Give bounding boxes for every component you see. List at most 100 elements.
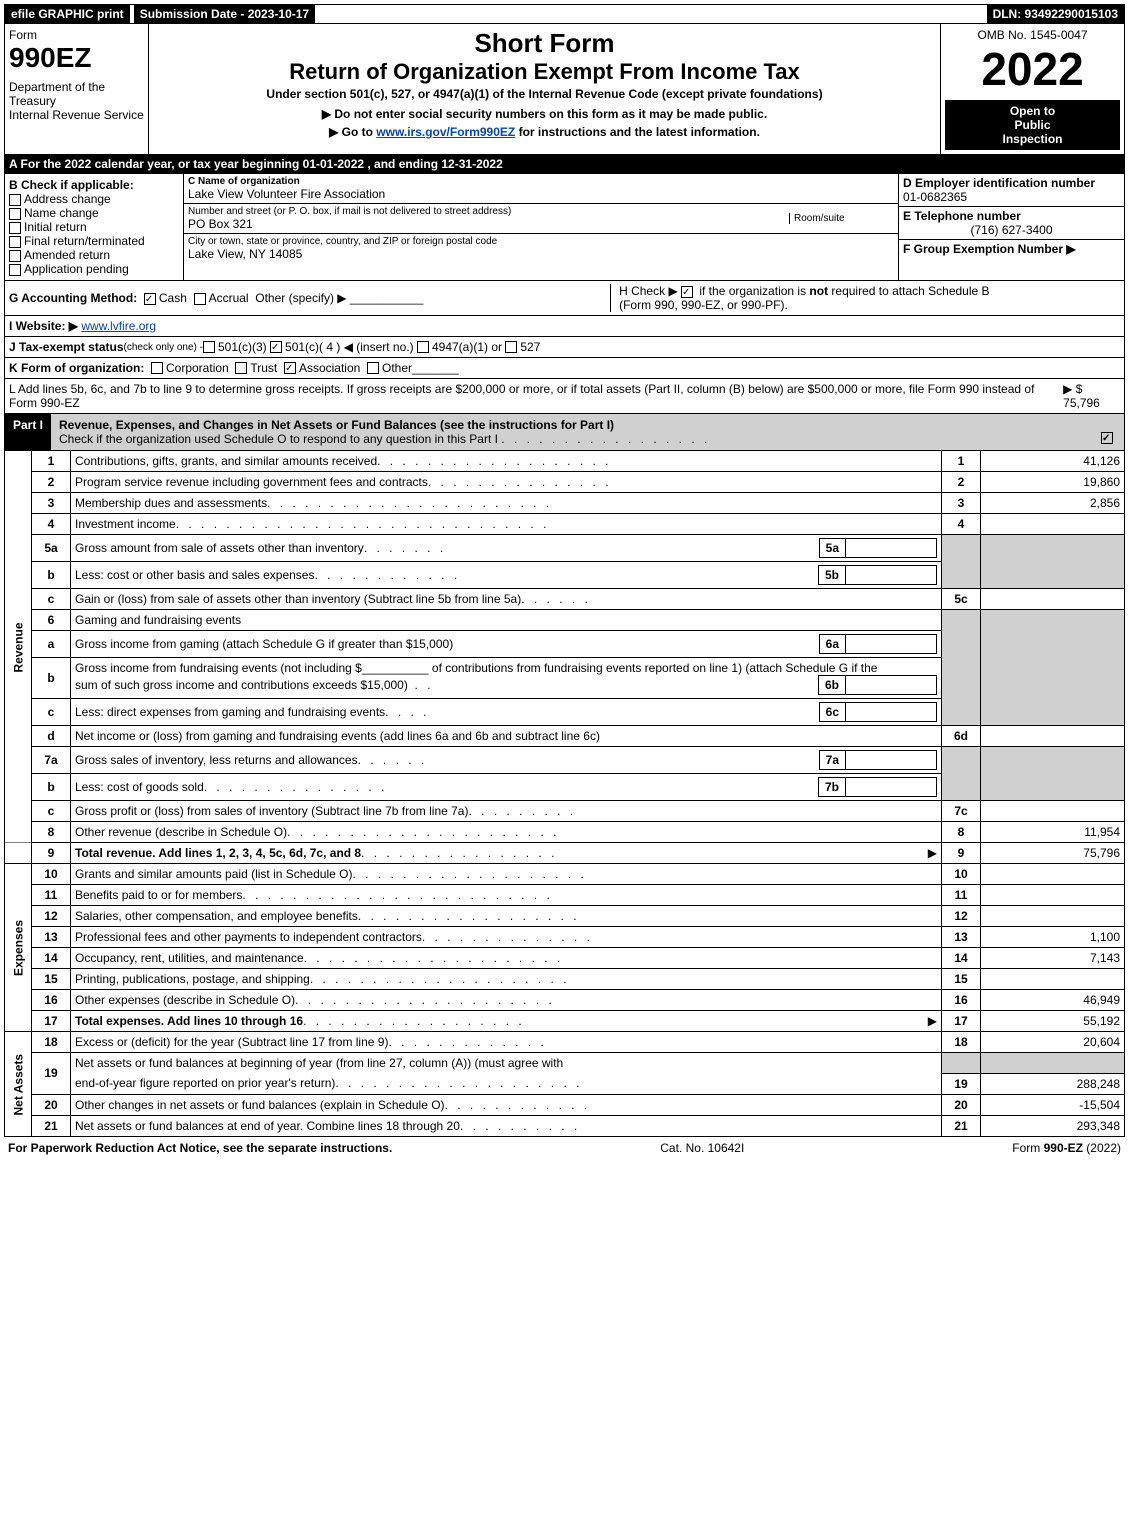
line-7c-amt — [981, 801, 1125, 822]
check-assoc[interactable] — [284, 362, 296, 374]
line-21-amt: 293,348 — [981, 1115, 1125, 1136]
form-word: Form — [9, 28, 144, 42]
part-1-table: Revenue 1 Contributions, gifts, grants, … — [4, 451, 1125, 1137]
check-corp[interactable] — [151, 362, 163, 374]
part-1-header: Part I Revenue, Expenses, and Changes in… — [4, 414, 1125, 451]
b-title: B Check if applicable: — [9, 178, 179, 192]
c-name-label: C Name of organization — [188, 176, 894, 187]
ein-value: 01-0682365 — [903, 190, 1120, 204]
submission-date: Submission Date - 2023-10-17 — [134, 5, 315, 23]
footer-right: Form 990-EZ (2022) — [1012, 1141, 1121, 1155]
check-pending[interactable] — [9, 264, 21, 276]
check-j4[interactable] — [505, 341, 517, 353]
check-accrual[interactable] — [194, 293, 206, 305]
org-info-block: B Check if applicable: Address change Na… — [4, 174, 1125, 281]
row-j: J Tax-exempt status (check only one) - 5… — [4, 337, 1125, 358]
check-amended[interactable] — [9, 250, 21, 262]
line-19-amt: 288,248 — [981, 1073, 1125, 1094]
line-6d-amt — [981, 726, 1125, 747]
box-6a[interactable] — [846, 634, 937, 654]
line-1-amt: 41,126 — [981, 451, 1125, 472]
line-8-amt: 11,954 — [981, 822, 1125, 843]
col-b: B Check if applicable: Address change Na… — [5, 174, 184, 280]
form-header: Form 990EZ Department of the Treasury In… — [4, 24, 1125, 155]
line-13-amt: 1,100 — [981, 927, 1125, 948]
revenue-label: Revenue — [5, 451, 32, 843]
box-5b[interactable] — [846, 565, 937, 585]
line-5c-amt — [981, 589, 1125, 610]
l-amount: ▶ $ 75,796 — [1063, 382, 1120, 410]
org-street: PO Box 321 — [188, 217, 789, 231]
c-city-label: City or town, state or province, country… — [188, 236, 894, 247]
dept-line-1: Department of the Treasury — [9, 80, 144, 108]
check-j3[interactable] — [417, 341, 429, 353]
room-label: Room/suite — [794, 213, 894, 224]
box-7b[interactable] — [846, 777, 937, 797]
org-city: Lake View, NY 14085 — [188, 247, 894, 261]
check-final[interactable] — [9, 236, 21, 248]
box-6c[interactable] — [846, 702, 937, 722]
efile-label[interactable]: efile GRAPHIC print — [5, 5, 130, 23]
row-l: L Add lines 5b, 6c, and 7b to line 9 to … — [4, 379, 1125, 414]
check-h[interactable] — [681, 286, 693, 298]
group-exemption-label: F Group Exemption Number ▶ — [903, 242, 1120, 256]
line-a: A For the 2022 calendar year, or tax yea… — [4, 155, 1125, 174]
dln: DLN: 93492290015103 — [987, 5, 1124, 23]
phone-label: E Telephone number — [903, 209, 1120, 223]
check-trust[interactable] — [235, 362, 247, 374]
box-5a[interactable] — [846, 538, 937, 558]
line-3-amt: 2,856 — [981, 493, 1125, 514]
box-7a[interactable] — [846, 750, 937, 770]
line-10-amt — [981, 864, 1125, 885]
check-initial[interactable] — [9, 222, 21, 234]
line-2-amt: 19,860 — [981, 472, 1125, 493]
part-1-title: Revenue, Expenses, and Changes in Net As… — [51, 414, 1124, 450]
i-label: I Website: ▶ — [9, 319, 78, 333]
line-4-amt — [981, 514, 1125, 535]
note-2-pre: ▶ Go to — [329, 125, 376, 139]
org-name: Lake View Volunteer Fire Association — [188, 187, 894, 201]
dept-line-2: Internal Revenue Service — [9, 108, 144, 122]
check-other[interactable] — [367, 362, 379, 374]
row-g-h: G Accounting Method: Cash Accrual Other … — [4, 281, 1125, 316]
col-d: D Employer identification number 01-0682… — [898, 174, 1124, 280]
footer-mid: Cat. No. 10642I — [660, 1141, 744, 1155]
part-1-tag: Part I — [5, 414, 51, 450]
note-2-post: for instructions and the latest informat… — [515, 125, 760, 139]
h-block: H Check ▶ if the organization is not req… — [610, 284, 1120, 312]
subtitle: Under section 501(c), 527, or 4947(a)(1)… — [153, 87, 936, 101]
line-18-amt: 20,604 — [981, 1032, 1125, 1053]
line-9-amt: 75,796 — [981, 843, 1125, 864]
irs-link[interactable]: www.irs.gov/Form990EZ — [376, 125, 515, 139]
main-title: Return of Organization Exempt From Incom… — [153, 59, 936, 85]
check-j1[interactable] — [203, 341, 215, 353]
check-name[interactable] — [9, 208, 21, 220]
expenses-label: Expenses — [5, 864, 32, 1032]
box-6b[interactable] — [846, 675, 937, 695]
line-17-amt: 55,192 — [981, 1011, 1125, 1032]
note-2: ▶ Go to www.irs.gov/Form990EZ for instru… — [153, 125, 936, 139]
net-assets-label: Net Assets — [5, 1032, 32, 1137]
c-street-label: Number and street (or P. O. box, if mail… — [188, 206, 789, 217]
row-i: I Website: ▶ www.lvfire.org — [4, 316, 1125, 337]
phone-value: (716) 627-3400 — [903, 223, 1120, 237]
ein-label: D Employer identification number — [903, 176, 1120, 190]
row-k: K Form of organization: Corporation Trus… — [4, 358, 1125, 379]
line-14-amt: 7,143 — [981, 948, 1125, 969]
check-j2[interactable] — [270, 341, 282, 353]
website-link[interactable]: www.lvfire.org — [81, 319, 156, 333]
page-footer: For Paperwork Reduction Act Notice, see … — [4, 1137, 1125, 1159]
g-block: G Accounting Method: Cash Accrual Other … — [9, 291, 610, 305]
short-form-title: Short Form — [153, 28, 936, 59]
omb-number: OMB No. 1545-0047 — [945, 28, 1120, 42]
footer-left: For Paperwork Reduction Act Notice, see … — [8, 1141, 392, 1155]
top-bar: efile GRAPHIC print Submission Date - 20… — [4, 4, 1125, 24]
tax-year: 2022 — [945, 42, 1120, 96]
open-to-public: Open to Public Inspection — [945, 100, 1120, 150]
check-part1[interactable] — [1101, 432, 1113, 444]
line-16-amt: 46,949 — [981, 990, 1125, 1011]
check-addr[interactable] — [9, 194, 21, 206]
check-cash[interactable] — [144, 293, 156, 305]
note-1: ▶ Do not enter social security numbers o… — [153, 107, 936, 121]
col-c: C Name of organization Lake View Volunte… — [184, 174, 898, 280]
